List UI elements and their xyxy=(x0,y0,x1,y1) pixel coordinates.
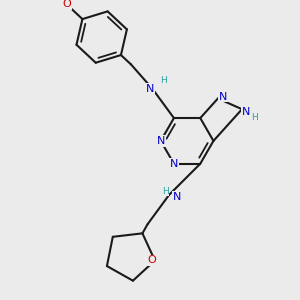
Text: H: H xyxy=(251,112,258,122)
Text: O: O xyxy=(148,256,156,266)
Text: N: N xyxy=(173,192,181,202)
Text: N: N xyxy=(170,159,178,169)
Text: H: H xyxy=(160,76,166,85)
Text: N: N xyxy=(157,136,165,146)
Text: N: N xyxy=(219,92,227,101)
Text: N: N xyxy=(146,84,155,94)
Text: N: N xyxy=(242,107,250,117)
Text: O: O xyxy=(62,0,71,9)
Text: H: H xyxy=(162,187,169,196)
